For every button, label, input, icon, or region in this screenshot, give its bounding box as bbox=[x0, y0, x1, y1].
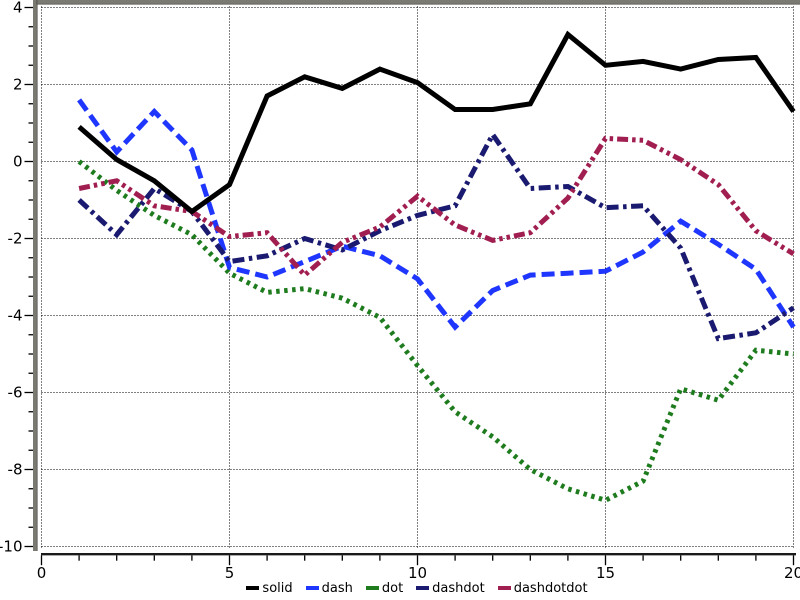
legend-item-dashdot: dashdot bbox=[416, 581, 485, 596]
y-axis-tick-label: -2 bbox=[8, 230, 23, 248]
legend-label-dashdotdot: dashdotdot bbox=[513, 580, 588, 596]
y-axis-tick-label: 2 bbox=[13, 76, 23, 94]
legend-swatch-solid bbox=[246, 586, 260, 590]
series-line-dashdot bbox=[77, 129, 795, 342]
legend-item-dot: dot bbox=[365, 580, 404, 596]
series-line-dash bbox=[77, 98, 796, 331]
x-axis-tick-label: 0 bbox=[37, 564, 47, 582]
plot-frame-bevel bbox=[33, 0, 800, 551]
y-axis-tick-label: -10 bbox=[0, 538, 23, 556]
legend-item-solid: solid bbox=[246, 580, 293, 596]
legend-swatch-dash bbox=[305, 586, 319, 590]
legend-swatch-dashdot bbox=[416, 586, 430, 590]
series-line-dashdotdot bbox=[78, 135, 795, 279]
legend-label-solid: solid bbox=[262, 580, 293, 596]
axis-ticks bbox=[24, 6, 795, 566]
x-axis-tick-label: 20 bbox=[784, 564, 800, 582]
legend-swatch-dashdotdot bbox=[497, 586, 511, 590]
legend-label-dash: dash bbox=[321, 580, 353, 596]
legend: solid dash dot dashdot dashdotdot bbox=[41, 579, 793, 597]
y-axis-tick-label: 0 bbox=[13, 153, 23, 171]
legend-item-dash: dash bbox=[305, 580, 353, 596]
x-axis-tick-label: 10 bbox=[408, 564, 427, 582]
y-axis-tick-label: 4 bbox=[13, 0, 23, 17]
legend-swatch-dot bbox=[365, 586, 379, 590]
x-axis-tick-label: 5 bbox=[225, 564, 235, 582]
legend-item-dashdotdot: dashdotdot bbox=[497, 580, 588, 596]
legend-label-dot: dot bbox=[381, 580, 404, 596]
y-axis-tick-label: -4 bbox=[8, 307, 23, 325]
series-line-solid bbox=[77, 30, 796, 215]
series-line-dot bbox=[77, 159, 794, 503]
y-axis-tick-label: -6 bbox=[8, 384, 23, 402]
y-axis-tick-label: -8 bbox=[8, 461, 23, 479]
x-axis-tick-label: 15 bbox=[596, 564, 615, 582]
axis-tick-labels: 420-2-4-6-8-100 5 10 15 20 bbox=[0, 0, 800, 582]
legend-label-dashdot: dashdot bbox=[432, 580, 485, 596]
